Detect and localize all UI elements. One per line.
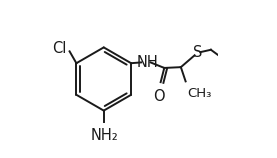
Text: NH: NH bbox=[137, 55, 158, 70]
Text: NH₂: NH₂ bbox=[91, 128, 118, 143]
Text: Cl: Cl bbox=[52, 41, 66, 56]
Text: CH₃: CH₃ bbox=[187, 87, 212, 100]
Text: S: S bbox=[193, 45, 202, 60]
Text: O: O bbox=[153, 89, 165, 104]
